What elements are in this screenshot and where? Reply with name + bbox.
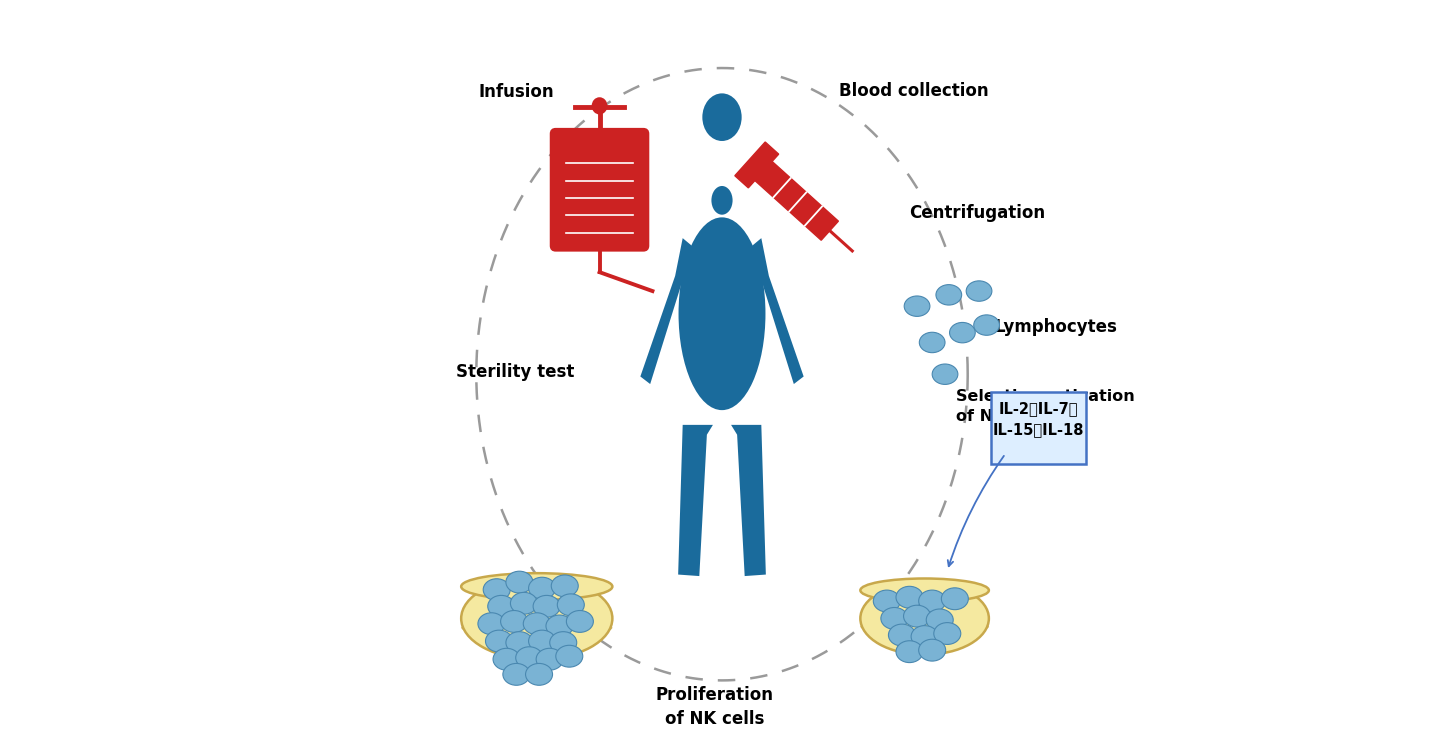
Text: Selective activation
of NK cells: Selective activation of NK cells [956, 389, 1135, 424]
Ellipse shape [546, 615, 573, 637]
Ellipse shape [505, 632, 533, 653]
Ellipse shape [874, 590, 900, 612]
Text: Centrifugation: Centrifugation [910, 204, 1045, 222]
Text: Sterility test: Sterility test [456, 363, 575, 381]
Ellipse shape [911, 626, 939, 647]
Polygon shape [679, 425, 713, 576]
Ellipse shape [926, 609, 953, 631]
Ellipse shape [861, 578, 989, 602]
Ellipse shape [941, 588, 969, 609]
Ellipse shape [950, 322, 975, 343]
Ellipse shape [861, 618, 989, 636]
Ellipse shape [529, 631, 556, 652]
Text: IL-2、IL-7、
IL-15、IL-18: IL-2、IL-7、 IL-15、IL-18 [993, 401, 1084, 437]
Polygon shape [752, 238, 804, 384]
Text: Lymphocytes: Lymphocytes [993, 318, 1118, 336]
Ellipse shape [888, 624, 915, 646]
Ellipse shape [592, 98, 606, 113]
FancyBboxPatch shape [552, 129, 648, 250]
Ellipse shape [936, 285, 962, 305]
Ellipse shape [526, 664, 553, 685]
Ellipse shape [461, 578, 612, 659]
Ellipse shape [934, 623, 960, 644]
Ellipse shape [485, 631, 513, 652]
Ellipse shape [920, 333, 944, 353]
Ellipse shape [566, 611, 593, 632]
Ellipse shape [536, 649, 563, 670]
Ellipse shape [918, 640, 946, 661]
Text: Infusion: Infusion [478, 83, 554, 101]
Ellipse shape [529, 578, 556, 599]
Text: Proliferation
of NK cells: Proliferation of NK cells [656, 686, 774, 728]
Text: Blood collection: Blood collection [839, 82, 989, 100]
Ellipse shape [973, 315, 999, 336]
Ellipse shape [461, 573, 612, 600]
Ellipse shape [505, 572, 533, 593]
Ellipse shape [461, 618, 612, 638]
Polygon shape [731, 425, 765, 576]
Ellipse shape [702, 94, 742, 141]
Ellipse shape [712, 186, 732, 215]
Polygon shape [735, 142, 778, 187]
Ellipse shape [557, 594, 585, 615]
Ellipse shape [550, 632, 576, 653]
Ellipse shape [478, 613, 505, 634]
Ellipse shape [533, 596, 560, 617]
Ellipse shape [933, 364, 957, 385]
Ellipse shape [966, 281, 992, 302]
Ellipse shape [861, 582, 989, 655]
Ellipse shape [904, 606, 930, 627]
Ellipse shape [488, 596, 514, 617]
Ellipse shape [484, 579, 510, 600]
Ellipse shape [881, 608, 908, 629]
Polygon shape [755, 162, 839, 240]
Ellipse shape [492, 649, 520, 670]
FancyBboxPatch shape [991, 392, 1086, 464]
Ellipse shape [679, 218, 765, 410]
Ellipse shape [556, 646, 583, 667]
Ellipse shape [552, 575, 578, 596]
Ellipse shape [510, 593, 537, 614]
Ellipse shape [516, 647, 543, 668]
Ellipse shape [501, 611, 527, 632]
Ellipse shape [918, 590, 946, 612]
Ellipse shape [904, 296, 930, 317]
Ellipse shape [895, 587, 923, 608]
Ellipse shape [523, 613, 550, 634]
Polygon shape [640, 238, 692, 384]
Ellipse shape [895, 641, 923, 662]
Ellipse shape [503, 664, 530, 685]
